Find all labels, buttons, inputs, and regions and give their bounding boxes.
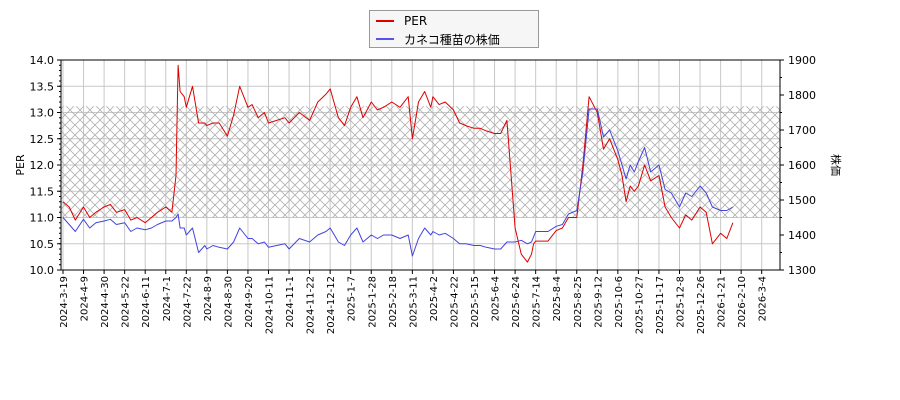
y-right-tick-label: 1900 <box>788 54 816 67</box>
y-tick-label: 12.0 <box>30 159 55 172</box>
y-tick-label: 13.5 <box>30 80 55 93</box>
y-axis-right-title: 株価 <box>829 154 843 176</box>
legend-label-price: カネコ種苗の株価 <box>404 32 500 47</box>
x-tick-label: 2026-1-21 <box>717 276 728 328</box>
x-tick-label: 2024-6-11 <box>141 276 152 328</box>
x-tick-label: 2024-12-12 <box>326 276 337 334</box>
price-line <box>62 108 734 257</box>
x-tick-label: 2024-5-22 <box>121 276 132 328</box>
x-tick-label: 2025-12-26 <box>696 276 707 334</box>
x-tick-label: 2024-10-11 <box>265 276 276 334</box>
y-tick-label: 14.0 <box>30 54 55 67</box>
x-tick-label: 2025-10-27 <box>634 276 645 334</box>
y-tick-label: 11.5 <box>30 185 55 198</box>
x-tick-label: 2024-3-19 <box>59 276 70 328</box>
legend-label-per: PER <box>404 14 428 28</box>
y-axis-left: 10.0 10.5 11.0 11.5 12.0 12.5 13.0 13.5 14.0 <box>30 54 61 277</box>
x-tick-label: 2026-3-4 <box>758 276 769 321</box>
series-lines <box>62 64 734 263</box>
y-tick-label: 13.0 <box>30 107 55 120</box>
x-tick-label: 2025-3-11 <box>408 276 419 328</box>
per-line <box>62 64 734 263</box>
x-tick-label: 2025-12-8 <box>676 276 687 328</box>
x-tick-label: 2025-1-7 <box>347 276 358 321</box>
x-tick-label: 2024-7-1 <box>162 276 173 321</box>
x-tick-label: 2025-1-28 <box>367 276 378 328</box>
legend-item-per: PER <box>376 12 427 30</box>
legend-swatch-per <box>376 20 394 22</box>
x-tick-label: 2024-8-30 <box>223 276 234 328</box>
y-tick-label: 11.0 <box>30 212 55 225</box>
x-tick-label: 2025-10-6 <box>614 276 625 328</box>
x-tick-label: 2024-4-9 <box>80 276 91 321</box>
x-tick-label: 2024-4-30 <box>100 276 111 328</box>
x-tick-label: 2024-11-1 <box>285 276 296 328</box>
x-tick-label: 2024-8-9 <box>203 276 214 321</box>
x-tick-label: 2025-8-25 <box>573 276 584 328</box>
x-tick-label: 2026-2-10 <box>737 276 748 328</box>
hatched-band <box>61 106 780 218</box>
x-axis: 2024-3-19 2024-4-9 2024-4-30 2024-5-22 2024-… <box>59 270 769 334</box>
y-right-tick-label: 1300 <box>788 264 816 277</box>
x-tick-label: 2025-8-4 <box>552 276 563 321</box>
legend-swatch-price <box>376 38 394 40</box>
x-tick-label: 2025-6-24 <box>511 276 522 328</box>
x-tick-label: 2025-9-12 <box>593 276 604 328</box>
x-tick-label: 2025-2-18 <box>388 276 399 328</box>
x-tick-label: 2024-9-20 <box>244 276 255 328</box>
x-tick-label: 2025-7-14 <box>532 276 543 328</box>
x-tick-label: 2024-11-22 <box>306 276 317 334</box>
y-tick-label: 12.5 <box>30 133 55 146</box>
y-tick-label: 10.5 <box>30 238 55 251</box>
y-axis-left-title: PER <box>14 154 27 176</box>
y-right-tick-label: 1800 <box>788 89 816 102</box>
y-right-tick-label: 1700 <box>788 124 816 137</box>
legend-item-price: カネコ種苗の株価 <box>376 30 500 48</box>
x-tick-label: 2025-4-2 <box>429 276 440 321</box>
x-tick-label: 2025-5-15 <box>470 276 481 328</box>
y-axis-right: 1300 1400 1500 1600 1700 1800 1900 <box>780 54 816 277</box>
x-tick-label: 2025-4-22 <box>449 276 460 328</box>
x-tick-label: 2024-7-22 <box>182 276 193 328</box>
x-tick-label: 2025-11-17 <box>655 276 666 334</box>
y-tick-label: 10.0 <box>30 264 55 277</box>
y-right-tick-label: 1500 <box>788 194 816 207</box>
legend: PER カネコ種苗の株価 <box>369 10 539 48</box>
x-tick-label: 2025-6-4 <box>491 276 502 321</box>
y-right-tick-label: 1600 <box>788 159 816 172</box>
y-right-tick-label: 1400 <box>788 229 816 242</box>
